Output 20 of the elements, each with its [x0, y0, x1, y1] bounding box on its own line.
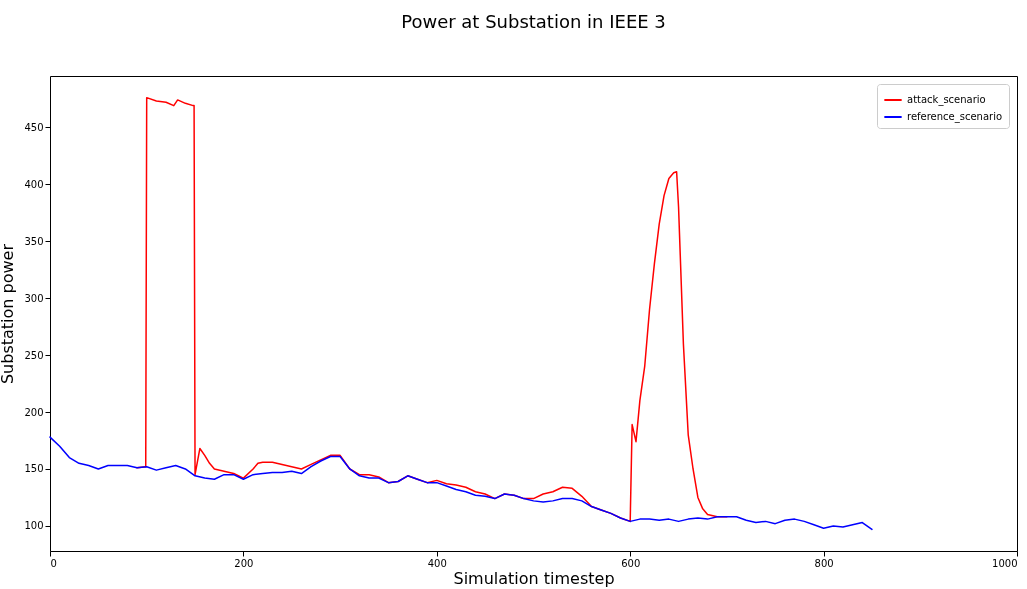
y-tick-label: 300 [24, 292, 44, 304]
x-tick-label: 800 [814, 557, 834, 569]
y-tick-label: 400 [24, 178, 44, 190]
x-tick-label: 1000 [992, 557, 1018, 569]
x-tick-label: 200 [234, 557, 254, 569]
y-axis-title: Substation power [0, 243, 18, 385]
y-tick-label: 100 [24, 520, 44, 532]
x-axis-title: Simulation timestep [453, 568, 615, 588]
line-series [49, 436, 873, 531]
chart-title: Power at Substation in IEEE 3 [401, 11, 666, 32]
x-tick-label: 0 [50, 557, 57, 569]
legend-label: reference_scenario [907, 111, 1003, 123]
legend-label: attack_scenario [907, 94, 986, 106]
x-tick-label: 400 [427, 557, 447, 569]
y-tick-label: 150 [24, 463, 44, 475]
x-tick-label: 600 [621, 557, 641, 569]
y-tick-label: 350 [24, 235, 44, 247]
y-tick-label: 450 [24, 121, 44, 133]
y-tick-label: 250 [24, 349, 44, 361]
y-tick-label: 200 [24, 406, 44, 418]
